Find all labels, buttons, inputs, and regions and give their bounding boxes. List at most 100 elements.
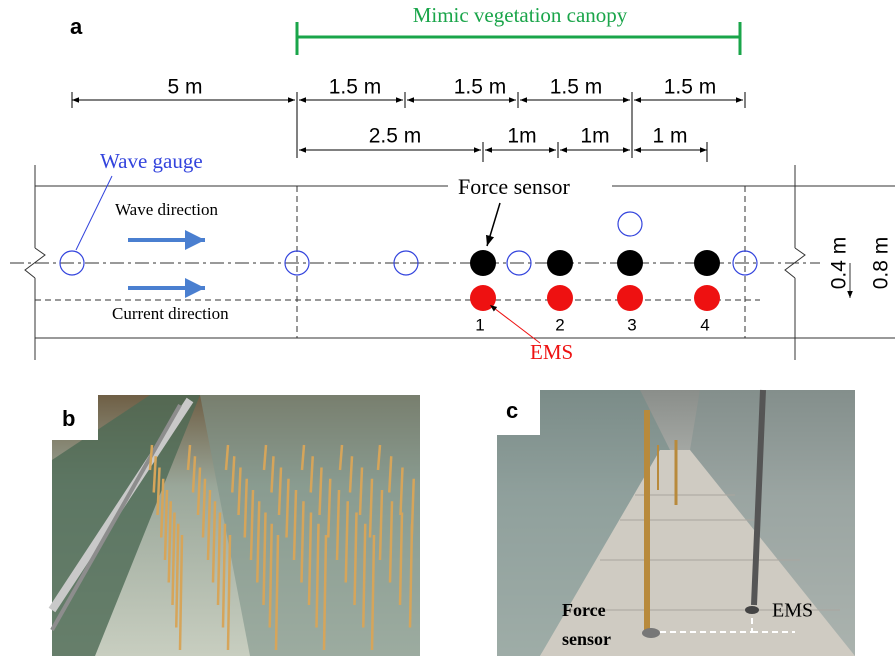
photo-label: sensor [562, 629, 611, 649]
leader [489, 304, 541, 344]
panel-label: a [70, 14, 83, 39]
rod [322, 534, 328, 651]
force-sensors [470, 250, 720, 276]
sensor-number: 4 [700, 315, 709, 334]
photo-label: EMS [772, 600, 813, 622]
rod [167, 501, 172, 583]
leader [75, 175, 113, 251]
rod [152, 456, 157, 493]
rod [231, 456, 236, 493]
rod [249, 489, 255, 561]
dimension-label: 2.5 m [369, 125, 422, 148]
canopy-label: Mimic vegetation canopy [413, 3, 628, 27]
rod [388, 456, 393, 493]
panel-a: a Mimic vegetation canopy 5 m 1.5 m 1.5 … [10, 3, 895, 364]
rod [211, 501, 217, 583]
rod [178, 534, 184, 651]
canopy-bracket [295, 22, 742, 55]
rod [196, 467, 202, 516]
rod [191, 456, 197, 493]
rod [285, 478, 290, 538]
current-direction-label: Current direction [112, 304, 229, 323]
rod [262, 512, 267, 606]
rod [388, 501, 394, 583]
rod [148, 444, 154, 471]
dimension-label: 1 m [652, 125, 687, 148]
rod [160, 478, 165, 538]
force-sensor-label: Force sensor [458, 174, 570, 199]
rod [327, 478, 332, 538]
rod [221, 523, 227, 628]
rod [300, 501, 305, 583]
rod [226, 534, 232, 651]
rod [186, 444, 192, 471]
dimension-lines [71, 92, 746, 162]
wave-direction-label: Wave direction [115, 200, 218, 219]
rod [370, 534, 376, 651]
dimension-label: 1.5 m [454, 76, 507, 99]
flume [10, 165, 895, 360]
rod [335, 489, 341, 561]
width-label: 0.8 m [870, 237, 893, 290]
photo-label: Force [562, 600, 606, 620]
rod [318, 467, 323, 516]
rod [224, 444, 230, 471]
dimension-label: 1.5 m [550, 76, 603, 99]
rod [399, 467, 404, 516]
panel-label: b [62, 406, 75, 431]
rod [201, 478, 207, 538]
rod [156, 467, 161, 516]
rod [344, 501, 349, 583]
rod [163, 489, 169, 561]
rod [206, 489, 212, 561]
rod [270, 456, 275, 493]
rod [237, 467, 242, 516]
sensor-number: 2 [555, 315, 564, 334]
rod [408, 523, 414, 628]
rod [307, 512, 313, 606]
sensor-number: 1 [475, 315, 484, 334]
dimension-labels: 5 m 1.5 m 1.5 m 1.5 m 1.5 m 2.5 m 1m 1m … [167, 76, 716, 148]
sensor-numbers: 1 2 3 4 [475, 315, 709, 334]
wave-gauge-label: Wave gauge [100, 149, 203, 173]
half-width-label: 0.4 m [828, 237, 851, 290]
leader [486, 202, 501, 247]
rod [277, 467, 283, 516]
rod [368, 478, 374, 538]
rod [300, 444, 306, 471]
panel-b: b [48, 395, 420, 656]
dimension-label: 1.5 m [664, 76, 717, 99]
rod [262, 444, 268, 471]
rod [274, 534, 280, 651]
dimension-label: 1m [507, 125, 536, 148]
sensor-number: 3 [627, 315, 636, 334]
rod [268, 523, 273, 628]
dimension-label: 1.5 m [329, 76, 382, 99]
panel-label: c [506, 398, 518, 423]
rod [292, 489, 298, 561]
rod [358, 467, 364, 516]
rod [175, 523, 180, 628]
dimension-label: 1m [580, 125, 609, 148]
ems-sensors [470, 285, 720, 311]
rod [348, 456, 354, 493]
force-sensor-label: Force sensor [562, 600, 611, 649]
wave-gauges [59, 211, 758, 276]
rod [216, 512, 222, 606]
panel-c: c Force sensor EMS [497, 389, 855, 656]
rod [362, 523, 367, 628]
rod [410, 478, 415, 538]
rod [309, 456, 314, 493]
rod [398, 512, 404, 606]
rod [338, 444, 344, 471]
rod [243, 478, 248, 538]
rod [256, 501, 261, 583]
rod [378, 489, 384, 561]
rod [171, 512, 176, 606]
dimension-label: 5 m [167, 76, 202, 99]
rod [315, 523, 320, 628]
rod [376, 444, 382, 471]
ems-label: EMS [530, 340, 573, 364]
